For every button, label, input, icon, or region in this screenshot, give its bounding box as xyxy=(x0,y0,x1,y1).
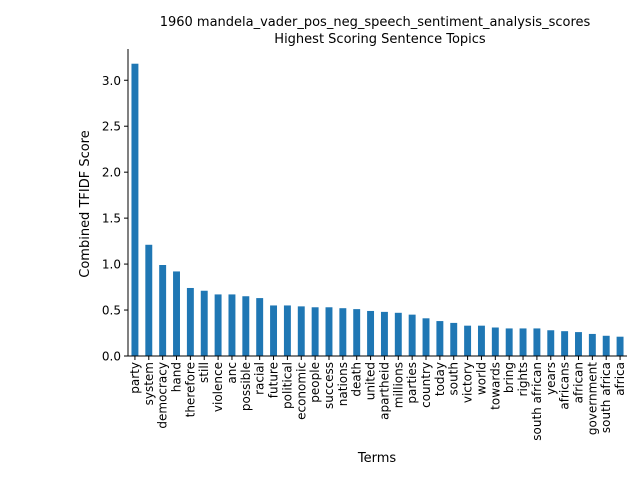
x-tick-label: system xyxy=(142,362,156,405)
bar-death xyxy=(353,309,361,356)
bar-future xyxy=(270,305,278,356)
bar-therefore xyxy=(186,287,194,356)
y-tick-label: 1.5 xyxy=(102,212,121,226)
bar-economic xyxy=(297,306,305,356)
bar-parties xyxy=(408,314,416,356)
bar-system xyxy=(145,244,153,356)
bar-africans xyxy=(561,331,569,356)
bar-nations xyxy=(339,308,347,356)
bar-violence xyxy=(214,294,222,356)
x-tick-label: still xyxy=(197,362,211,383)
x-tick-label: south africa xyxy=(599,362,613,433)
x-tick-label: anc xyxy=(225,362,239,384)
x-tick-label: future xyxy=(267,362,281,398)
x-tick-label: millions xyxy=(391,362,405,408)
x-tick-label: apartheid xyxy=(377,362,391,420)
x-tick-label: violence xyxy=(211,362,225,412)
x-tick-label: racial xyxy=(253,362,267,395)
x-tick-label: world xyxy=(474,362,488,395)
x-tick-label: towards xyxy=(488,362,502,410)
y-tick-label: 3.0 xyxy=(102,74,121,88)
bar-still xyxy=(200,290,208,356)
x-tick-label: party xyxy=(128,362,142,394)
y-tick-label: 2.5 xyxy=(102,120,121,134)
bars-group xyxy=(131,63,624,357)
bar-racial xyxy=(256,298,264,356)
bar-apartheid xyxy=(380,311,388,356)
bar-success xyxy=(325,307,333,356)
bar-bring xyxy=(505,328,513,356)
chart-subtitle: Highest Scoring Sentence Topics xyxy=(274,32,486,47)
bar-world xyxy=(477,325,485,356)
y-tick-label: 0.0 xyxy=(102,350,121,364)
x-tick-label: victory xyxy=(461,362,475,403)
x-tick-label: south xyxy=(447,362,461,396)
x-axis-label: Terms xyxy=(357,451,397,466)
x-tick-label: therefore xyxy=(183,362,197,417)
x-tick-label: success xyxy=(322,362,336,409)
bar-south-african xyxy=(533,328,541,356)
bar-united xyxy=(367,310,375,356)
bar-anc xyxy=(228,294,236,356)
bar-party xyxy=(131,63,139,357)
x-tick-label: democracy xyxy=(156,362,170,429)
x-tick-label: africa xyxy=(613,362,627,396)
bar-africa xyxy=(616,336,624,356)
bar-political xyxy=(283,305,291,356)
x-tick-label: bring xyxy=(502,362,516,393)
x-tick-label: today xyxy=(433,362,447,396)
x-tick-label: rights xyxy=(516,362,530,396)
bar-country xyxy=(422,318,430,356)
y-tick-label: 2.0 xyxy=(102,166,121,180)
x-tick-label: years xyxy=(544,362,558,395)
x-axis-ticks: party system democracy hand therefore still vi… xyxy=(128,356,627,441)
bar-millions xyxy=(394,312,402,356)
x-tick-label: hand xyxy=(170,362,184,392)
y-tick-label: 0.5 xyxy=(102,304,121,318)
x-tick-label: political xyxy=(280,362,294,409)
bar-victory xyxy=(464,325,472,356)
x-tick-label: government xyxy=(585,362,599,435)
x-tick-label: africans xyxy=(558,362,572,410)
bar-years xyxy=(547,330,555,356)
x-tick-label: possible xyxy=(239,362,253,411)
bar-possible xyxy=(242,296,250,356)
x-tick-label: united xyxy=(364,362,378,400)
y-tick-label: 1.0 xyxy=(102,258,121,272)
y-axis-ticks: 0.0 0.5 1.0 1.5 2.0 2.5 3.0 xyxy=(102,74,128,364)
x-tick-label: south african xyxy=(530,362,544,441)
bar-hand xyxy=(173,271,180,356)
bar-government xyxy=(588,333,596,356)
bar-south-africa xyxy=(602,335,610,356)
bar-rights xyxy=(519,328,527,356)
bar-towards xyxy=(491,327,499,356)
bar-people xyxy=(311,307,319,356)
x-tick-label: economic xyxy=(294,362,308,420)
bar-african xyxy=(575,332,582,356)
y-axis-label: Combined TFIDF Score xyxy=(78,130,93,277)
x-tick-label: parties xyxy=(405,362,419,404)
x-tick-label: african xyxy=(571,362,585,403)
x-tick-label: death xyxy=(350,362,364,397)
x-tick-label: people xyxy=(308,362,322,403)
bar-today xyxy=(436,321,444,356)
chart-title: 1960 mandela_vader_pos_neg_speech_sentim… xyxy=(160,15,591,30)
x-tick-label: nations xyxy=(336,362,350,406)
bar-democracy xyxy=(159,265,167,356)
bar-south xyxy=(450,322,458,356)
x-tick-label: country xyxy=(419,362,433,408)
